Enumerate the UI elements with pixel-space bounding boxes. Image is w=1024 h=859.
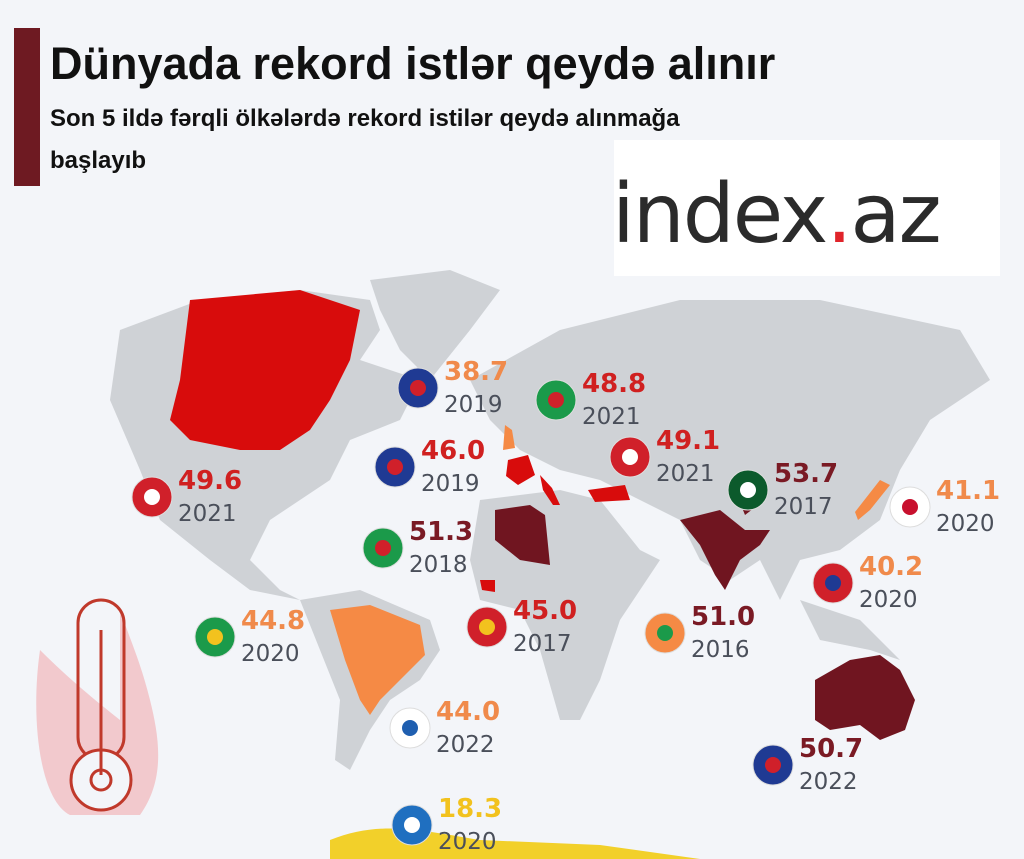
year: 2022	[436, 732, 495, 758]
flag-emblem	[740, 482, 756, 498]
record: 41.1 2020	[889, 476, 1000, 537]
flag-emblem	[765, 757, 781, 773]
title: Dünyada rekord istlər qeydə alınır	[50, 38, 775, 89]
australia	[815, 655, 915, 740]
records: 38.7 2019 48.8 2021 46.0 2019 49.1 2021 49.6 2021…	[131, 357, 1000, 855]
record: 40.2 2020	[812, 552, 923, 613]
temperature: 18.3	[438, 794, 502, 824]
temperature: 51.0	[691, 602, 755, 632]
logo-suffix: az	[850, 167, 939, 262]
flag-emblem	[479, 619, 495, 635]
logo-main: index	[612, 167, 826, 262]
flag-emblem	[548, 392, 564, 408]
record: 48.8 2021	[535, 369, 646, 430]
year: 2021	[582, 404, 641, 430]
temperature: 49.1	[656, 426, 720, 456]
year: 2019	[444, 392, 503, 418]
logo-dot: .	[826, 167, 850, 262]
india	[680, 510, 770, 590]
turkey	[588, 485, 630, 502]
temperature: 48.8	[582, 369, 646, 399]
year: 2021	[656, 461, 715, 487]
year: 2017	[774, 494, 833, 520]
subtitle: Son 5 ildə fərqli ölkələrdə rekord istil…	[50, 105, 680, 132]
algeria	[495, 505, 550, 565]
temperature: 49.6	[178, 466, 242, 496]
record: 49.1 2021	[609, 426, 720, 487]
year: 2020	[936, 511, 995, 537]
record: 44.0 2022	[389, 697, 500, 758]
year: 2019	[421, 471, 480, 497]
temperature: 44.0	[436, 697, 500, 727]
japan	[855, 480, 890, 520]
france-italy	[506, 455, 560, 505]
year: 2018	[409, 552, 468, 578]
record: 46.0 2019	[374, 436, 485, 497]
thermometer-icon	[36, 598, 159, 815]
record: 49.6 2021	[131, 466, 242, 527]
antarctica	[330, 828, 700, 859]
temperature: 40.2	[859, 552, 923, 582]
logo: index.az	[612, 167, 940, 262]
flag-emblem	[375, 540, 391, 556]
flag-emblem	[410, 380, 426, 396]
temperature: 50.7	[799, 734, 863, 764]
canada	[170, 290, 360, 450]
flag-emblem	[144, 489, 160, 505]
record: 45.0 2017	[466, 596, 577, 657]
year: 2022	[799, 769, 858, 795]
year: 2020	[859, 587, 918, 613]
record: 51.3 2018	[362, 517, 473, 578]
flag-emblem	[622, 449, 638, 465]
guinea	[480, 580, 495, 592]
flag-emblem	[825, 575, 841, 591]
temperature: 46.0	[421, 436, 485, 466]
brazil	[330, 605, 425, 715]
year: 2020	[241, 641, 300, 667]
flag-emblem	[902, 499, 918, 515]
flag-emblem	[387, 459, 403, 475]
subtitle: başlayıb	[50, 147, 146, 174]
temperature: 38.7	[444, 357, 508, 387]
uk	[503, 425, 515, 450]
record: 18.3 2020	[391, 794, 502, 855]
flag-emblem	[402, 720, 418, 736]
year: 2017	[513, 631, 572, 657]
year: 2016	[691, 637, 750, 663]
record: 38.7 2019	[397, 357, 508, 418]
flag-emblem	[657, 625, 673, 641]
world-map	[110, 270, 990, 859]
accent-bar	[14, 28, 40, 186]
record: 44.8 2020	[194, 606, 305, 667]
year: 2020	[438, 829, 497, 855]
temperature: 53.7	[774, 459, 838, 489]
record: 51.0 2016	[644, 602, 755, 663]
record: 50.7 2022	[752, 734, 863, 795]
flag-emblem	[404, 817, 420, 833]
flag-emblem	[207, 629, 223, 645]
year: 2021	[178, 501, 237, 527]
temperature: 45.0	[513, 596, 577, 626]
temperature: 41.1	[936, 476, 1000, 506]
record: 53.7 2017	[727, 459, 838, 520]
logo-box	[614, 140, 1000, 276]
temperature: 51.3	[409, 517, 473, 547]
temperature: 44.8	[241, 606, 305, 636]
